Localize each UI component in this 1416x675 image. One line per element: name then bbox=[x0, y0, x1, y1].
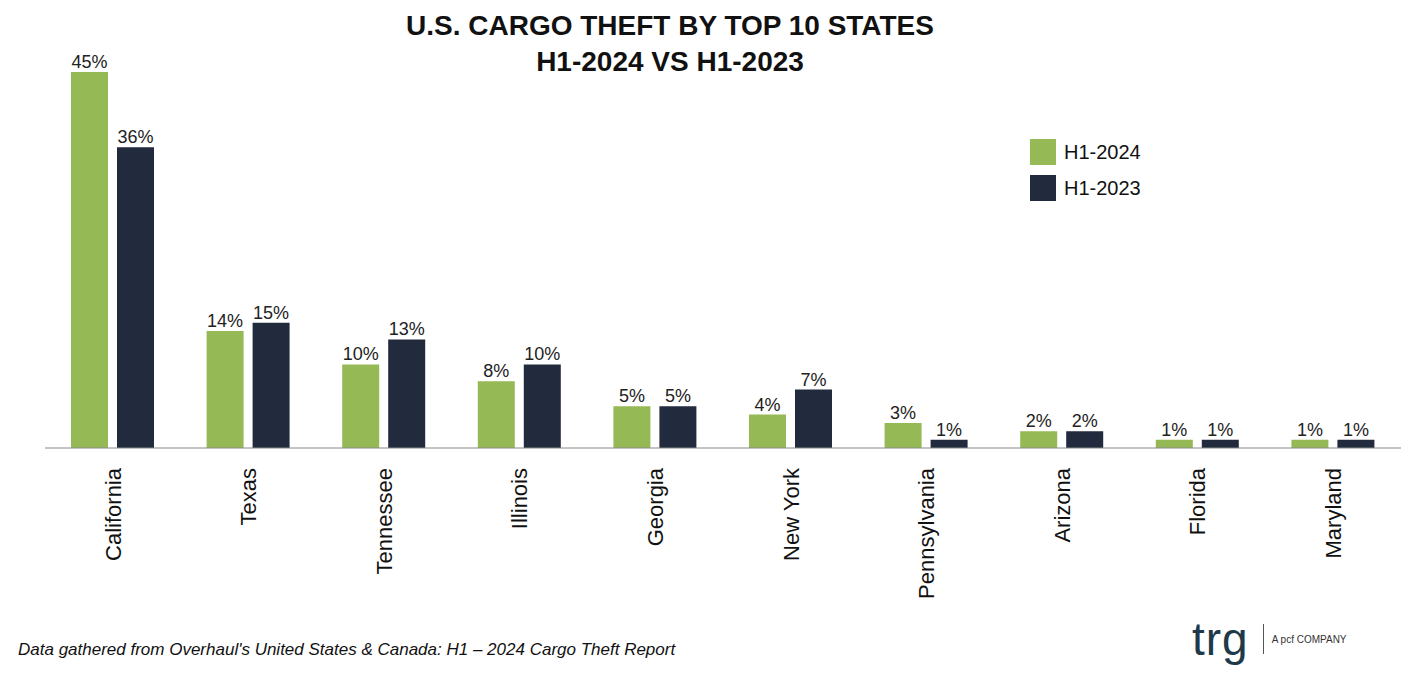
html-text:Data gathered from Overhaul's: Data gathered from Overhaul's United Sta… bbox=[18, 640, 676, 659]
svg-text:1%: 1% bbox=[1297, 420, 1323, 440]
svg-text:10%: 10% bbox=[343, 344, 379, 364]
svg-text:2%: 2% bbox=[1026, 411, 1052, 431]
svg-text:15%: 15% bbox=[253, 303, 289, 323]
svg-text:14%: 14% bbox=[207, 311, 243, 331]
svg-text:Pennsylvania: Pennsylvania bbox=[914, 467, 939, 599]
svg-text:1%: 1% bbox=[936, 420, 962, 440]
svg-text:45%: 45% bbox=[71, 52, 107, 72]
svg-text:1%: 1% bbox=[1207, 420, 1233, 440]
svg-text:36%: 36% bbox=[117, 127, 153, 147]
html-text:A pcf COMPANY: A pcf COMPANY bbox=[1271, 633, 1347, 645]
svg-text:5%: 5% bbox=[619, 386, 645, 406]
html-text:H1-2024 VS H1-2023: H1-2024 VS H1-2023 bbox=[536, 46, 804, 77]
svg-text:10%: 10% bbox=[524, 344, 560, 364]
svg-text:4%: 4% bbox=[754, 395, 780, 415]
svg-text:Georgia: Georgia bbox=[643, 467, 668, 546]
svg-text:Illinois: Illinois bbox=[507, 468, 532, 529]
svg-text:California: California bbox=[101, 467, 126, 561]
svg-text:5%: 5% bbox=[665, 386, 691, 406]
svg-text:3%: 3% bbox=[890, 403, 916, 423]
svg-text:Maryland: Maryland bbox=[1321, 468, 1346, 558]
html-text:trg: trg bbox=[1192, 613, 1249, 665]
html-text:H1-2024: H1-2024 bbox=[1064, 140, 1141, 163]
svg-text:Arizona: Arizona bbox=[1050, 467, 1075, 542]
svg-text:Tennessee: Tennessee bbox=[372, 468, 397, 574]
svg-text:Texas: Texas bbox=[236, 468, 261, 525]
svg-text:13%: 13% bbox=[389, 319, 425, 339]
html-text:U.S. CARGO THEFT BY TOP 10 STA: U.S. CARGO THEFT BY TOP 10 STATES bbox=[406, 10, 934, 41]
svg-text:7%: 7% bbox=[800, 370, 826, 390]
svg-text:New York: New York bbox=[779, 467, 804, 561]
html-text:H1-2023: H1-2023 bbox=[1064, 176, 1141, 199]
svg-text:Florida: Florida bbox=[1185, 467, 1210, 535]
svg-text:1%: 1% bbox=[1343, 420, 1369, 440]
svg-text:2%: 2% bbox=[1072, 411, 1098, 431]
svg-text:8%: 8% bbox=[483, 361, 509, 381]
svg-text:1%: 1% bbox=[1161, 420, 1187, 440]
